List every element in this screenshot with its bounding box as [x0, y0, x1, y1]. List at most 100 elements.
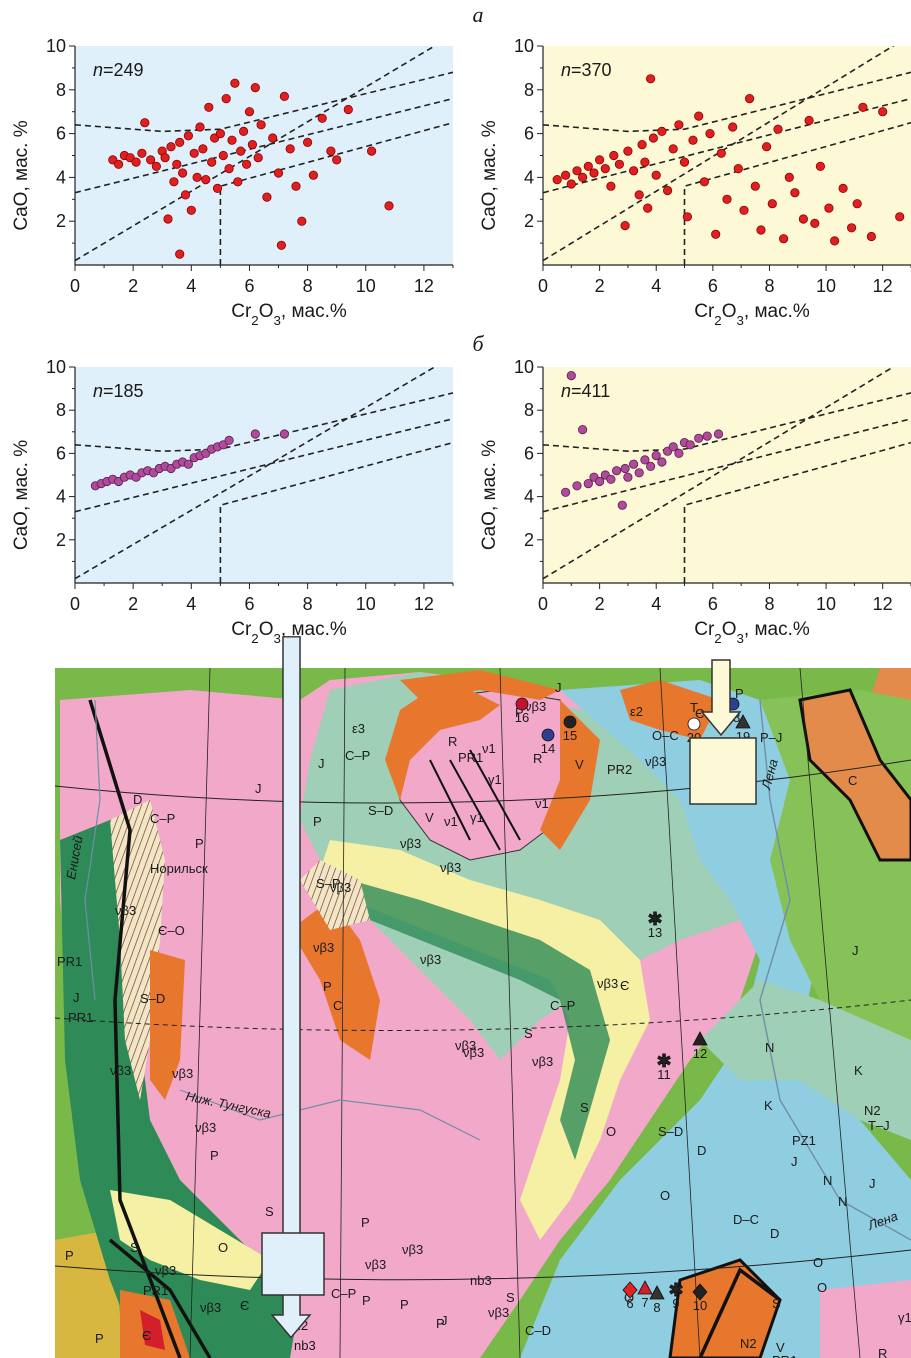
map-unit-label: νβ3	[195, 1120, 216, 1135]
data-point	[674, 120, 684, 130]
x-tick-label: 8	[303, 594, 313, 614]
x-tick-label: 4	[186, 276, 196, 296]
y-tick-label: 6	[524, 124, 534, 144]
x-tick-label: 12	[414, 276, 434, 296]
map-unit-label: ν1	[444, 814, 458, 829]
map-unit-label: P	[323, 979, 332, 994]
map-unit-label: V	[575, 757, 584, 772]
map-unit-label: Є	[620, 978, 629, 993]
data-point	[250, 83, 260, 93]
data-point	[634, 468, 644, 478]
data-point	[169, 177, 179, 187]
reference-line	[543, 97, 911, 194]
map-unit-label: J	[869, 1176, 876, 1191]
data-point	[268, 133, 278, 143]
data-point	[242, 159, 252, 169]
map-unit-label: γ1	[470, 810, 484, 825]
map-unit-label: ν1	[482, 741, 496, 756]
data-point	[384, 201, 394, 211]
sample-site-number: 16	[515, 710, 529, 725]
y-tick-label: 10	[514, 36, 534, 56]
sample-site-number: 7	[641, 1295, 648, 1310]
x-tick-label: 6	[708, 276, 718, 296]
data-point	[657, 126, 667, 136]
map-fault	[108, 1238, 212, 1358]
data-point	[183, 459, 193, 469]
x-tick-label: 12	[873, 276, 893, 296]
data-point	[640, 455, 650, 465]
sample-count-label: n=185	[93, 381, 144, 401]
data-point	[285, 144, 295, 154]
data-point	[583, 161, 593, 171]
map-unit-label: J	[791, 1154, 798, 1169]
sample-site-number: 10	[693, 1298, 707, 1313]
map-unit-label: J	[255, 781, 262, 796]
map-unit-label: nb3	[294, 1338, 316, 1353]
reference-line	[683, 121, 911, 265]
map-unit-label: P	[95, 1331, 104, 1346]
data-point	[589, 168, 599, 178]
data-point	[326, 146, 336, 156]
data-point	[895, 212, 905, 222]
data-point	[815, 161, 826, 171]
map-unit-label: νβ3	[455, 1038, 476, 1053]
map-unit-label: J	[73, 990, 80, 1005]
map-unit-label: S	[130, 1240, 139, 1255]
data-point	[583, 478, 593, 489]
map-unit-fill	[520, 680, 911, 1358]
chart-a-left: 0 2 4 6 8 10 12 2 4 6 8 10 Cr2O3, мас.% CaO, мас. % n=…	[11, 36, 454, 328]
data-point	[244, 107, 255, 117]
map-unit-label: Є	[240, 1298, 249, 1313]
data-point	[207, 157, 217, 167]
map-unit-label: D	[770, 1226, 779, 1241]
map-unit-label: νβ3	[313, 940, 334, 955]
data-point	[682, 212, 693, 222]
data-point	[829, 236, 840, 246]
map-unit-label: P	[436, 1316, 445, 1331]
map-fault	[429, 749, 521, 851]
data-point	[614, 159, 625, 169]
map-unit-fill	[350, 880, 610, 1160]
map-unit-label: P	[361, 1215, 370, 1230]
reference-line	[543, 367, 895, 580]
y-tick-label: 4	[524, 167, 534, 187]
x-tick-label: 0	[538, 276, 548, 296]
sample-site-number: 13	[648, 925, 662, 940]
data-point	[279, 429, 289, 439]
data-point	[227, 135, 237, 145]
map-unit-label: P	[195, 836, 204, 851]
x-tick-label: 6	[708, 594, 718, 614]
data-point	[204, 102, 214, 112]
data-points	[108, 78, 394, 259]
data-point	[239, 126, 249, 136]
sample-count-label: n=249	[93, 60, 144, 80]
data-point	[224, 164, 234, 174]
map-unit-label: C	[848, 773, 857, 788]
map-unit-label: S	[265, 1204, 274, 1219]
data-point	[852, 199, 862, 209]
y-tick-label: 6	[56, 443, 66, 463]
x-tick-label: 8	[764, 276, 774, 296]
data-point	[761, 142, 772, 152]
x-tick-label: 12	[414, 594, 434, 614]
data-point	[810, 218, 820, 228]
data-points	[560, 370, 724, 510]
data-point	[685, 440, 695, 450]
chart-a-right: 0 2 4 6 8 10 12 2 4 6 8 10 Cr2O3, мас.% CaO, мас. % n=…	[479, 36, 911, 328]
map-unit-label: nb3	[470, 1273, 492, 1288]
data-point	[572, 481, 582, 491]
x-tick-label: 2	[595, 594, 605, 614]
map-unit-label: C	[333, 998, 342, 1013]
sample-site-number: 8	[653, 1300, 660, 1315]
x-tick-label: 10	[356, 276, 376, 296]
map-unit-label: J	[318, 756, 325, 771]
map-unit-fill	[300, 860, 370, 930]
data-point	[733, 164, 743, 174]
data-point	[668, 442, 678, 452]
data-point	[163, 214, 173, 224]
y-tick-label: 8	[524, 400, 534, 420]
x-tick-label: 6	[244, 276, 254, 296]
sample-site-marker	[692, 1031, 708, 1046]
data-point	[739, 205, 749, 215]
data-point	[744, 94, 755, 104]
